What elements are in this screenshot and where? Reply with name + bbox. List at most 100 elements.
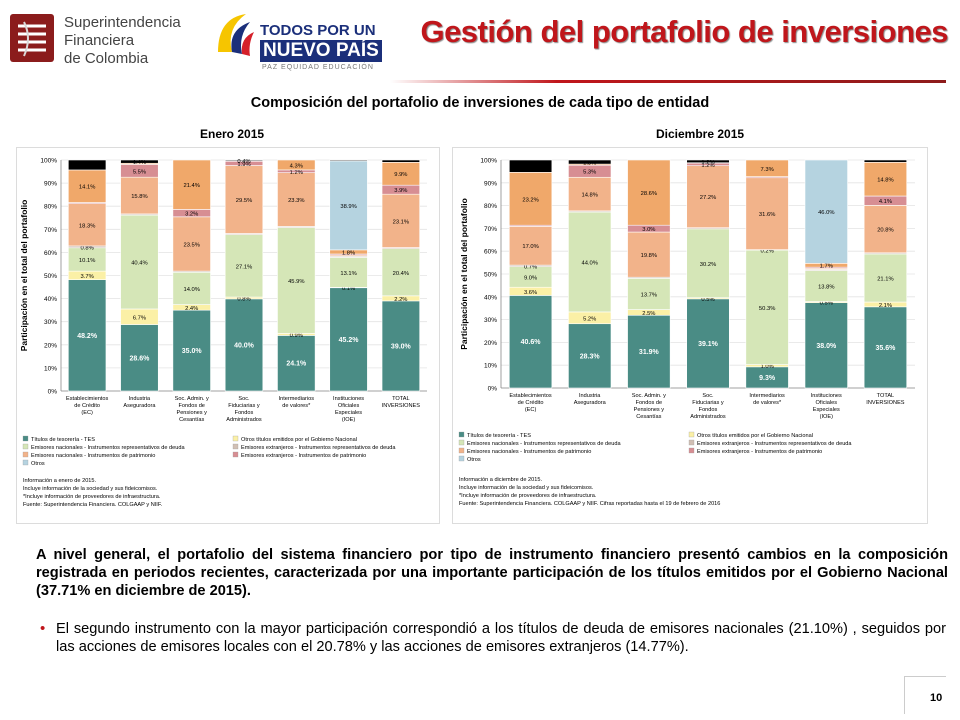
data-label: 28.6%: [641, 191, 657, 197]
stacked-bar-chart-diciembre: Participación en el total del portafolio…: [458, 158, 915, 507]
bullet-text: El segundo instrumento con la mayor part…: [56, 621, 946, 655]
x-tick-label: TOTAL: [877, 393, 895, 399]
title-divider: [390, 80, 946, 83]
bullet-item: • El segundo instrumento con la mayor pa…: [40, 620, 946, 656]
legend-entry: Emisores extranjeros - Instrumentos de p…: [697, 449, 822, 455]
data-label: 39.0%: [391, 343, 412, 350]
x-tick-label: Fondos: [699, 407, 718, 413]
bar-segment: [172, 271, 211, 305]
legend-swatch: [232, 451, 239, 458]
period-label-left: Enero 2015: [200, 127, 265, 141]
x-tick-label: Pensiones y: [176, 410, 207, 416]
page-number: 10: [930, 692, 943, 704]
data-label: 31.9%: [639, 349, 660, 356]
legend-swatch: [458, 455, 465, 462]
x-tick-label: Industria: [579, 393, 601, 399]
x-tick-label: Establecimientos: [509, 393, 551, 399]
bar-segment: [224, 165, 264, 234]
source-note: Incluye información de la sociedad y sus…: [459, 485, 594, 491]
x-tick-label: Fiduciarias y: [692, 400, 724, 406]
bullet-marker: •: [40, 620, 46, 637]
bar-segment: [627, 231, 671, 278]
x-tick-label: Intermediarios: [279, 396, 315, 402]
data-label: 3.2%: [185, 212, 198, 218]
legend-entry: Emisores extranjeros - Instrumentos de p…: [241, 453, 366, 459]
source-note: Incluye información de la sociedad y sus…: [23, 486, 158, 492]
source-note: Información a enero de 2015.: [23, 478, 97, 484]
source-note: Fuente: Superintendencia Financiera. COL…: [459, 501, 720, 507]
y-axis-title: Participación en el total del portafolio: [19, 200, 29, 352]
data-label: 2.4%: [185, 306, 198, 312]
x-tick-label: Especiales: [813, 407, 840, 413]
legend-entry: Otros títulos emitidos por el Gobierno N…: [241, 437, 357, 443]
data-label: 30.2%: [700, 262, 716, 268]
bar-segment: [863, 205, 908, 254]
data-label: 17.0%: [522, 244, 538, 250]
data-label: 0.8%: [81, 245, 94, 251]
y-tick-label: 30%: [484, 317, 497, 324]
data-label: 0.5%: [820, 301, 833, 307]
x-tick-label: de Crédito: [74, 403, 100, 409]
data-label: 3.6%: [524, 290, 537, 296]
legend-entry: Otros títulos emitidos por el Gobierno N…: [697, 433, 813, 439]
data-label: 44.0%: [581, 260, 597, 266]
bar-segment: [329, 160, 368, 251]
y-tick-label: 10%: [44, 365, 57, 372]
page-title: Gestión del portafolio de inversiones: [420, 14, 948, 49]
org-name-line-2: Financiera: [64, 32, 135, 49]
x-tick-label: Administrados: [690, 414, 726, 420]
chart-panel-diciembre: Participación en el total del portafolio…: [452, 147, 928, 524]
legend-swatch: [22, 459, 29, 466]
y-tick-label: 0%: [48, 389, 58, 396]
data-label: 35.0%: [182, 348, 203, 355]
bar-segment: [277, 227, 316, 334]
legend-swatch: [22, 435, 29, 442]
data-label: 2.2%: [394, 297, 407, 303]
data-label: 0.5%: [701, 297, 714, 303]
x-tick-label: Cesantías: [636, 414, 661, 420]
bar-segment: [172, 309, 211, 392]
data-label: 13.1%: [340, 271, 356, 277]
x-tick-label: Establecimientos: [66, 396, 108, 402]
y-tick-label: 70%: [484, 226, 497, 233]
data-label: 10.1%: [79, 258, 95, 264]
x-tick-label: de valores*: [753, 400, 782, 406]
x-tick-label: INVERSIONES: [866, 400, 905, 406]
x-tick-label: TOTAL: [392, 396, 410, 402]
data-label: 14.0%: [183, 287, 199, 293]
bar-segment: [224, 234, 264, 298]
summary-paragraph: A nivel general, el portafolio del siste…: [36, 547, 948, 599]
x-tick-label: Soc.: [702, 393, 714, 399]
legend-swatch: [688, 431, 695, 438]
data-label: 1.2%: [701, 163, 714, 169]
chart-panel-enero: Participación en el total del portafolio…: [16, 147, 440, 524]
legend-entry: Emisores nacionales - Instrumentos repre…: [31, 445, 185, 451]
y-tick-label: 90%: [484, 180, 497, 187]
data-label: 45.9%: [288, 279, 304, 285]
x-tick-label: (EC): [525, 407, 537, 413]
x-tick-label: Industria: [129, 396, 151, 402]
data-label: 21.1%: [877, 276, 893, 282]
bar-segment: [277, 172, 316, 227]
data-label: 24.1%: [286, 361, 307, 368]
data-label: 23.5%: [183, 242, 199, 248]
x-tick-label: Aseguradora: [123, 403, 156, 409]
data-label: 5.5%: [133, 169, 146, 175]
x-tick-label: Soc.: [238, 396, 250, 402]
y-tick-label: 80%: [484, 203, 497, 210]
superintendencia-logo: Superintendencia Financiera de Colombia: [8, 8, 181, 70]
legend-swatch: [688, 439, 695, 446]
data-label: 1.8%: [342, 250, 355, 256]
x-tick-label: Pensiones y: [634, 407, 665, 413]
data-label: 39.1%: [698, 341, 719, 348]
shield-emblem-icon: [10, 14, 54, 62]
legend-entry: Otros: [31, 461, 45, 467]
stacked-bar-chart-enero: Participación en el total del portafolio…: [19, 158, 427, 508]
legend-swatch: [232, 435, 239, 442]
legend-swatch: [22, 443, 29, 450]
legend-swatch: [458, 439, 465, 446]
gov-logo-line-3: PAZ EQUIDAD EDUCACIÓN: [262, 64, 374, 71]
data-label: 4.1%: [879, 199, 892, 205]
data-label: 29.5%: [236, 198, 252, 204]
gov-logo-line-1: TODOS POR UN: [260, 22, 376, 39]
